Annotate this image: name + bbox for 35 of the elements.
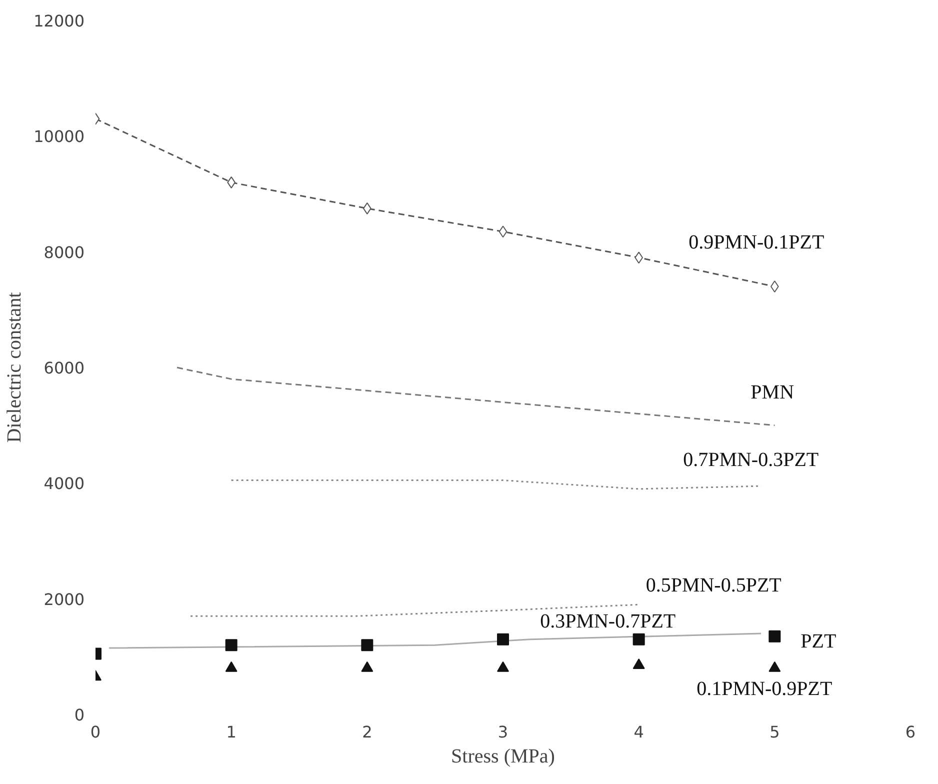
x-tick-label: 5 — [770, 722, 780, 742]
y-axis-title: Dielectric constant — [4, 292, 26, 443]
x-tick-label: 2 — [362, 722, 372, 742]
point — [361, 639, 374, 652]
point — [632, 633, 645, 646]
y-tick-label: 12000 — [34, 12, 85, 30]
y-tick-label: 6000 — [44, 358, 84, 378]
series-label: 0.1PMN-0.9PZT — [696, 678, 832, 700]
y-tick-label: 10000 — [34, 127, 85, 146]
point — [768, 661, 781, 672]
point — [768, 630, 781, 642]
x-tick-label: 3 — [498, 722, 508, 742]
point — [498, 226, 508, 238]
x-tick-label: 6 — [905, 722, 916, 742]
point — [225, 639, 238, 652]
series-label: 0.5PMN-0.5PZT — [646, 574, 782, 597]
y-tick-label: 0 — [74, 706, 85, 724]
series-label: 0.7PMN-0.3PZT — [683, 449, 819, 472]
series-label: 0.3PMN-0.7PZT — [540, 610, 676, 633]
y-tick-label: 2000 — [44, 590, 84, 609]
point — [225, 661, 238, 672]
x-tick-label: 4 — [634, 722, 644, 742]
series-label: PMN — [750, 381, 794, 404]
point — [361, 661, 374, 672]
x-axis-title: Stress (MPa) — [451, 746, 555, 768]
point — [632, 658, 645, 670]
series-label: 0.9PMN-0.1PZT — [688, 232, 824, 254]
x-tick-label: 1 — [226, 722, 236, 742]
point — [497, 633, 509, 646]
point — [497, 661, 509, 672]
line-series — [108, 632, 762, 649]
x-tick-label: 0 — [90, 722, 101, 742]
series-label: PZT — [800, 630, 836, 652]
y-tick-label: 8000 — [44, 242, 84, 262]
y-tick-label: 4000 — [44, 474, 84, 494]
